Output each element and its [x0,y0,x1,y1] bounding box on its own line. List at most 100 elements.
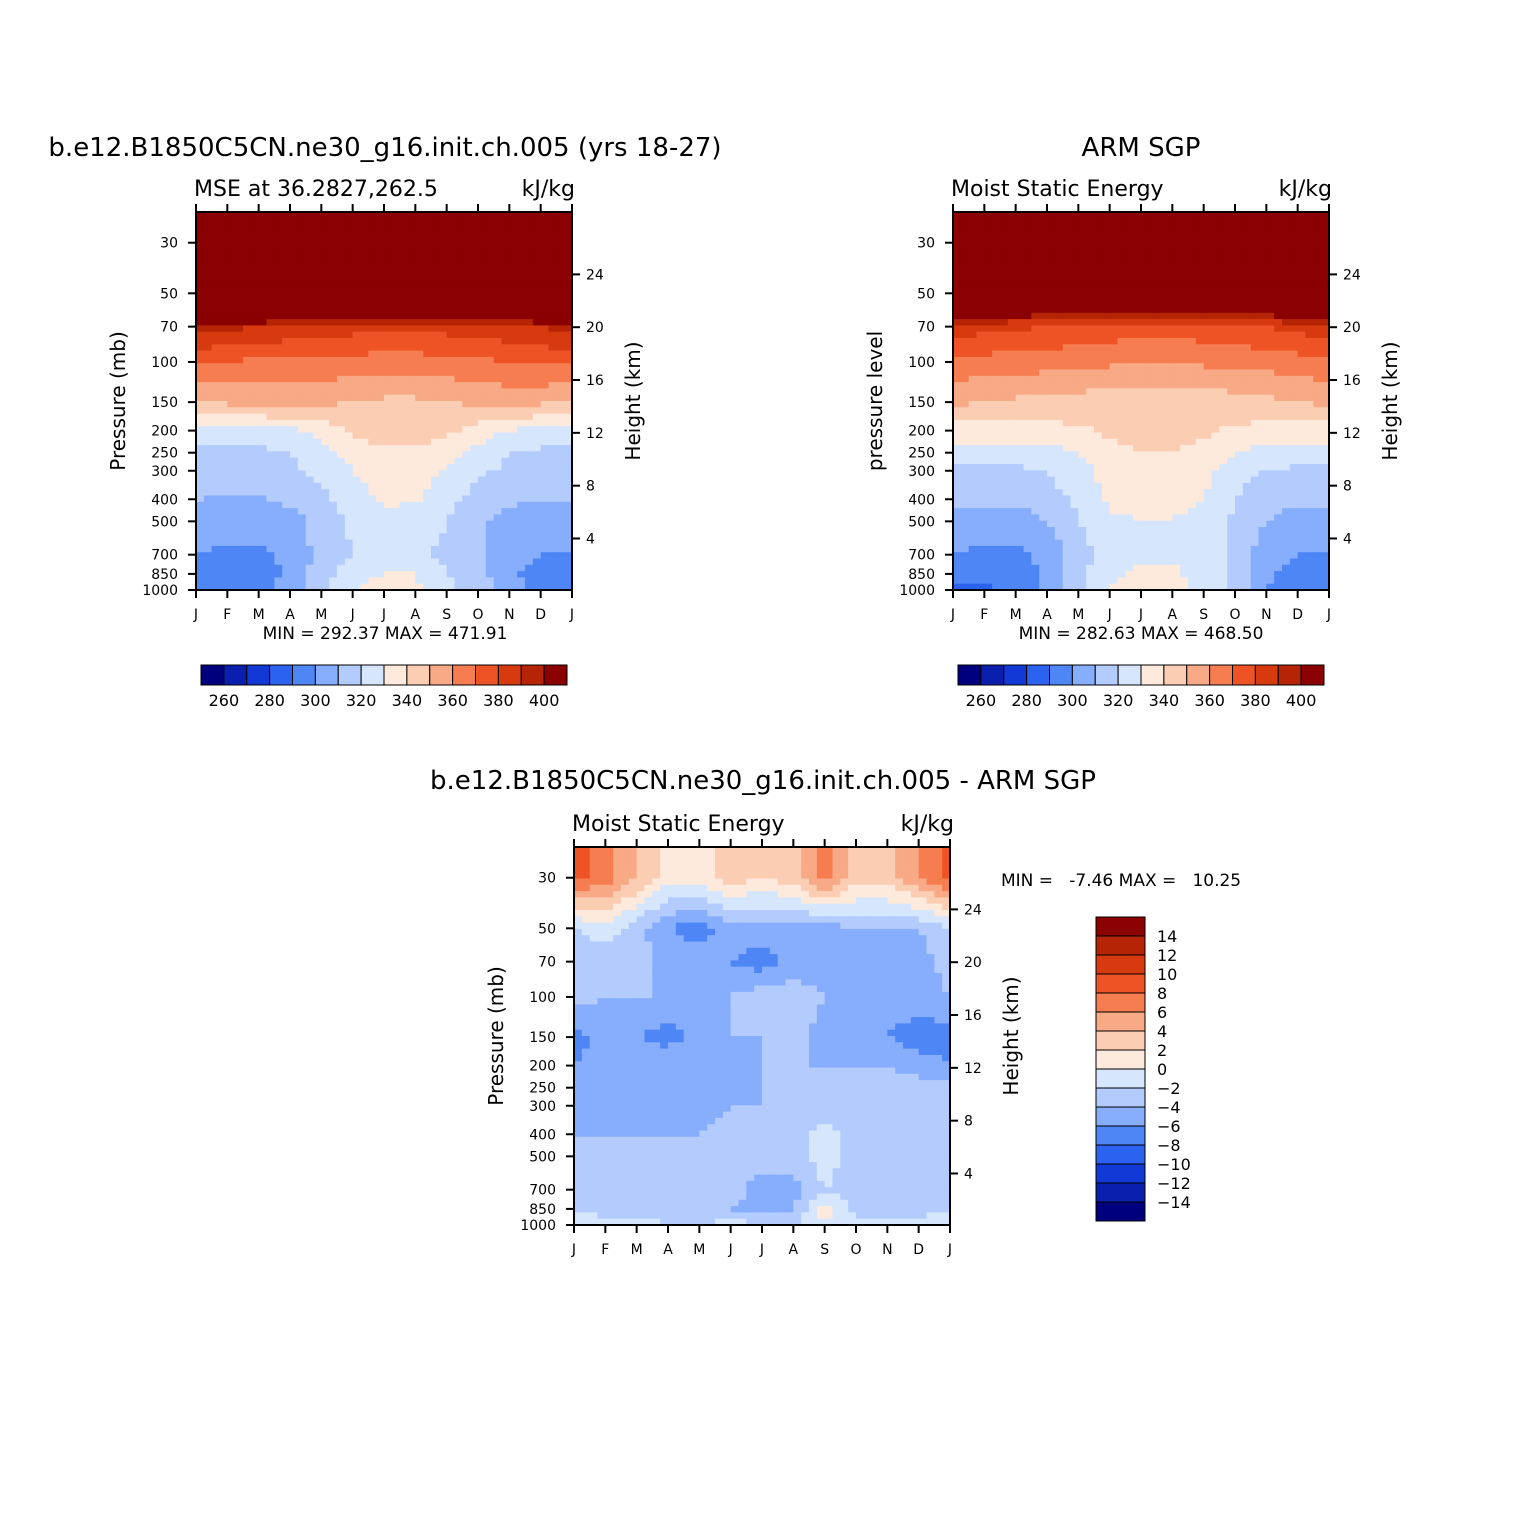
heatmap-cell [532,230,542,238]
heatmap-cell [1062,445,1072,452]
heatmap-cell [305,312,315,320]
heatmap-cell [250,564,260,572]
heatmap-cell [1321,293,1330,301]
heatmap-cell [1054,350,1064,358]
heatmap-cell [525,249,534,257]
heatmap-cell [1125,457,1134,465]
heatmap-cell [227,571,236,578]
heatmap-cell [1070,438,1079,446]
heatmap-cell [313,224,322,232]
heatmap-cell [376,407,385,415]
heatmap-cell [1156,350,1166,358]
heatmap-cell [438,230,448,238]
heatmap-cell [407,558,416,566]
heatmap-cell [454,495,463,503]
heatmap-cell [548,350,557,358]
heatmap-cell [1266,451,1275,459]
heatmap-cell [1086,237,1095,245]
heatmap-cell [1156,243,1166,251]
heatmap-cell [532,470,542,478]
heatmap-cell [1000,287,1009,295]
heatmap-cell [1297,268,1307,276]
heatmap-cell [329,476,338,484]
heatmap-cell [1062,249,1072,257]
heatmap-cell [1242,457,1252,465]
heatmap-cell [1211,407,1220,415]
heatmap-cell [282,394,291,402]
heatmap-cell [960,262,970,270]
heatmap-cell [1047,350,1056,358]
heatmap-cell [305,413,315,421]
heatmap-cell [1172,230,1181,238]
heatmap-cell [525,218,534,226]
heatmap-cell [1250,249,1260,257]
heatmap-cell [470,319,479,326]
heatmap-cell [1313,243,1322,251]
heatmap-cell [493,268,503,276]
heatmap-cell [407,275,416,282]
heatmap-cell [344,482,354,490]
heatmap-cell [266,262,275,270]
heatmap-cell [454,243,463,251]
heatmap-cell [235,438,244,446]
heatmap-cell [976,438,985,446]
heatmap-cell [501,476,510,484]
heatmap-cell [305,407,315,415]
heatmap-cell [344,300,354,308]
heatmap-cell [313,375,322,383]
heatmap-cell [485,457,495,465]
heatmap-cell [1101,325,1111,333]
heatmap-cell [532,527,542,534]
heatmap-cell [235,350,244,358]
heatmap-cell [360,268,369,276]
heatmap-cell [485,514,495,522]
heatmap-cell [352,262,362,270]
heatmap-cell [1180,237,1189,245]
heatmap-cell [1000,344,1009,352]
heatmap-cell [407,369,416,377]
heatmap-cell [517,293,526,301]
heatmap-cell [227,482,236,490]
heatmap-cell [344,268,354,276]
heatmap-cell [1250,243,1260,251]
heatmap-cell [391,268,401,276]
heatmap-cell [438,325,448,333]
heatmap-cell [532,457,542,465]
heatmap-cell [1258,281,1267,289]
heatmap-cell [290,583,299,591]
heatmap-cell [1274,394,1283,402]
heatmap-cell [211,489,221,497]
heatmap-cell [1117,230,1126,238]
heatmap-cell [1313,344,1322,352]
heatmap-cell [1062,382,1072,389]
heatmap-cell [196,508,205,515]
heatmap-cell [219,495,228,503]
heatmap-cell [1258,344,1267,352]
heatmap-cell [1219,338,1228,345]
heatmap-cell [1211,249,1220,257]
heatmap-cell [1274,249,1283,257]
heatmap-cell [415,432,424,440]
heatmap-cell [196,457,205,465]
heatmap-cell [1180,319,1189,326]
heatmap-cell [329,419,338,427]
heatmap-cell [968,407,978,415]
heatmap-cell [1297,438,1307,446]
heatmap-cell [1023,268,1032,276]
heatmap-cell [1188,394,1197,402]
heatmap-cell [250,457,260,465]
heatmap-cell [211,230,221,238]
heatmap-cell [407,338,416,345]
heatmap-cell [1172,438,1181,446]
heatmap-cell [305,464,315,471]
heatmap-cell [344,438,354,446]
heatmap-cell [1321,426,1330,434]
heatmap-cell [196,514,205,522]
heatmap-cell [196,558,205,566]
heatmap-cell [203,445,213,452]
heatmap-cell [1258,275,1267,282]
heatmap-cell [992,281,1001,289]
heatmap-cell [384,558,393,566]
heatmap-cell [399,401,409,408]
heatmap-cell [1172,218,1181,226]
